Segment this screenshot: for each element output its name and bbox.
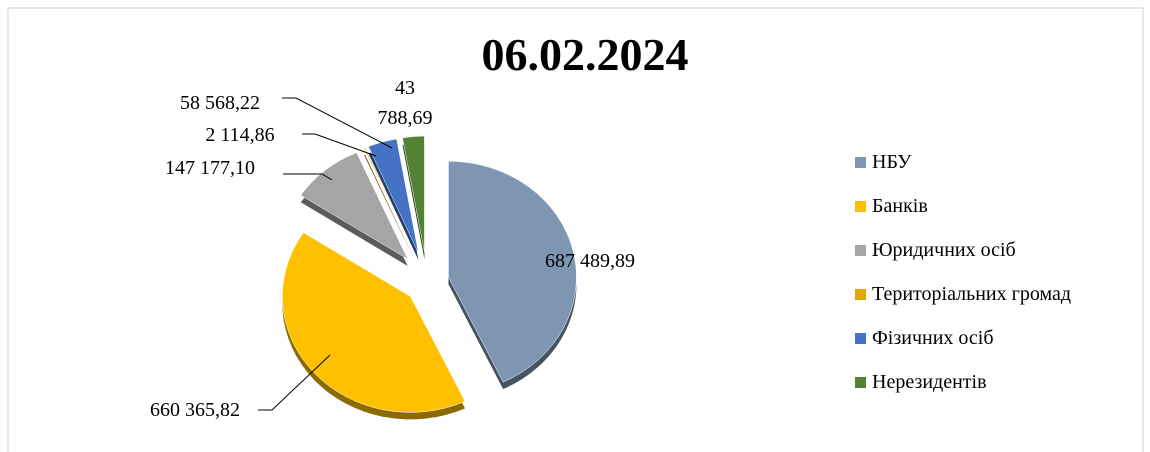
leader-line xyxy=(282,97,393,149)
slice xyxy=(282,232,466,413)
slice-side xyxy=(368,145,419,261)
frame xyxy=(7,7,1144,452)
leader-line xyxy=(302,133,377,157)
data-label: 43 788,69 xyxy=(377,77,433,129)
data-label: 58 568,22 xyxy=(180,92,260,114)
legend-swatch xyxy=(855,245,866,256)
legend-label: Територіальних громад xyxy=(872,283,1072,305)
legend-label: Банків xyxy=(872,195,928,217)
legend-label: Юридичних осіб xyxy=(872,239,1016,261)
legend-swatch xyxy=(855,377,866,388)
slice-side xyxy=(364,154,416,262)
chart-title: 06.02.2024 xyxy=(481,29,689,80)
legend-label: Нерезидентів xyxy=(872,371,987,393)
slice xyxy=(448,160,577,383)
slice xyxy=(363,147,416,255)
slice xyxy=(368,138,419,254)
slice xyxy=(402,135,425,253)
legend-label: НБУ xyxy=(872,151,912,173)
leader-line xyxy=(258,354,331,411)
data-label: 687 489,89 xyxy=(545,250,635,272)
legend-label: Фізичних осіб xyxy=(872,327,994,349)
data-label: 660 365,82 xyxy=(150,399,240,421)
legend-swatch xyxy=(855,157,866,168)
slice xyxy=(300,152,409,260)
data-label: 147 177,10 xyxy=(165,157,255,179)
legend-swatch xyxy=(855,333,866,344)
legend-swatch xyxy=(855,289,866,300)
leader-line xyxy=(283,173,333,181)
data-label: 2 114,86 xyxy=(205,124,275,146)
legend-swatch xyxy=(855,201,866,212)
